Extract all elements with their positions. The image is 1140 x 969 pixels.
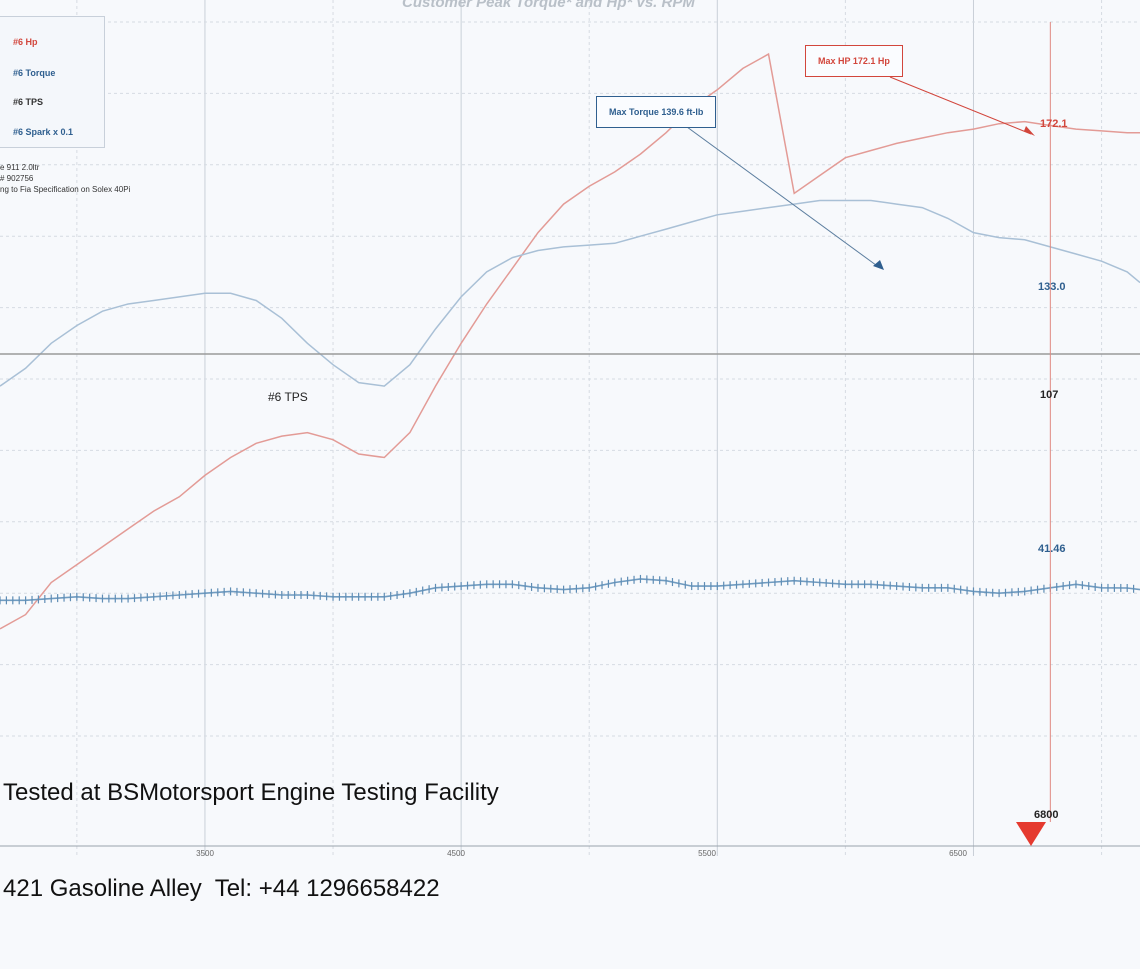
- max-torque-annotation: Max Torque 139.6 ft-lb: [596, 96, 717, 128]
- facility-note: Tested at BSMotorsport Engine Testing Fa…: [3, 713, 499, 969]
- x-tick-label: 4500: [447, 849, 465, 858]
- spark-value-label: 41.46: [1038, 543, 1066, 555]
- max-hp-annotation: Max HP 172.1 Hp: [805, 45, 903, 77]
- legend-item-torque: #6 Torque: [13, 68, 56, 78]
- rpm-marker-label: 6800: [1034, 809, 1059, 821]
- x-tick-label: 5500: [698, 849, 716, 858]
- hp-series-line: [0, 52, 1140, 630]
- x-tick-label: 6500: [949, 849, 967, 858]
- legend-item-hp: #6 Hp: [13, 37, 38, 47]
- torque-value-label: 133.0: [1038, 281, 1066, 293]
- facility-line-2: 421 Gasoline Alley Tel: +44 1296658422: [3, 875, 440, 902]
- chart-plot-area: [0, 0, 1140, 856]
- torque-series-line: [0, 199, 1140, 387]
- engine-info-line: e 911 2.0ltr: [0, 163, 40, 172]
- max-hp-leader: [889, 76, 1032, 135]
- legend-item-tps: #6 TPS: [13, 97, 44, 107]
- chart-title: Customer Peak Torque* and Hp* vs. RPM: [402, 0, 695, 11]
- legend: #6 Hp #6 Torque #6 TPS #6 Spark x 0.1: [0, 16, 105, 148]
- engine-info-line: # 902756: [0, 174, 34, 183]
- engine-info: e 911 2.0ltr # 902756 ng to Fia Specific…: [0, 162, 130, 195]
- tps-value-label: 107: [1040, 389, 1059, 401]
- legend-item-spark: #6 Spark x 0.1: [13, 127, 74, 137]
- max-torque-arrowhead: [873, 260, 884, 270]
- tps-series-label: #6 TPS: [268, 390, 308, 404]
- hp-value-label: 172.1: [1040, 118, 1068, 130]
- rpm-marker-triangle: [1016, 822, 1046, 846]
- engine-info-line: ng to Fia Specification on Solex 40Pi: [0, 185, 131, 194]
- facility-line-1: Tested at BSMotorsport Engine Testing Fa…: [3, 779, 499, 806]
- max-hp-arrowhead: [1024, 126, 1035, 136]
- dyno-chart: Customer Peak Torque* and Hp* vs. RPM #6…: [0, 0, 1140, 902]
- max-torque-leader: [686, 126, 881, 269]
- x-tick-label: 3500: [196, 849, 214, 858]
